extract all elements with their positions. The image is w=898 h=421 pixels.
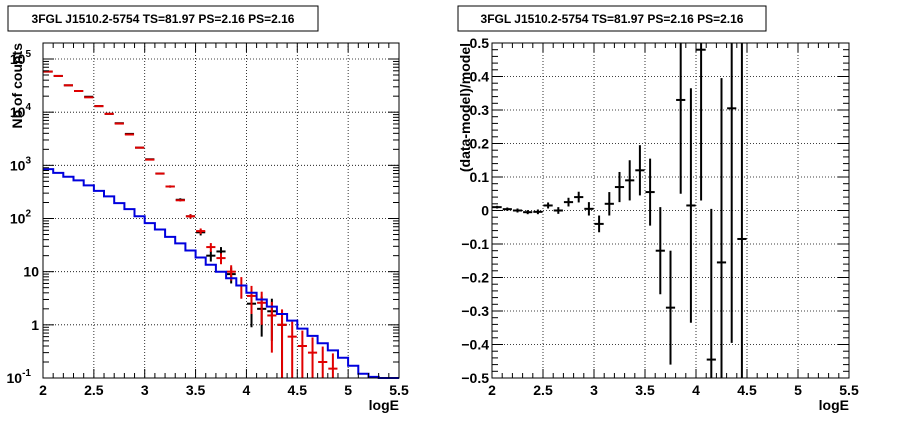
- residual-data-point: [645, 158, 655, 226]
- counts-data-point: [307, 337, 318, 378]
- residual-y-tick-label: 0.1: [470, 169, 490, 185]
- counts-x-axis-label: logE: [369, 397, 399, 413]
- counts-data-point: [277, 309, 287, 378]
- counts-y-tick-exponent: 5: [25, 49, 31, 60]
- residual-data-point: [563, 197, 574, 207]
- residual-y-axis-label: (data-model)/model: [457, 43, 473, 172]
- counts-data-point: [216, 253, 226, 265]
- counts-data-point: [318, 346, 328, 378]
- residual-x-tick-label: 4.5: [737, 382, 757, 398]
- residual-data-point: [553, 207, 563, 214]
- residual-y-tick-label: −0.3: [461, 303, 489, 319]
- residual-x-tick-label: 2: [488, 382, 496, 398]
- counts-x-tick-label: 3.5: [186, 382, 206, 398]
- residual-y-tick-label: 0: [481, 203, 489, 219]
- residual-data-point: [594, 215, 604, 233]
- counts-data-point: [287, 321, 297, 378]
- counts-y-tick-exponent: -1: [22, 368, 31, 379]
- residual-title-box: [457, 5, 767, 32]
- residual-data-point: [523, 210, 533, 215]
- residual-x-tick-label: 2.5: [533, 382, 553, 398]
- counts-y-tick-exponent: 3: [25, 155, 31, 166]
- residual-data-point: [543, 202, 553, 209]
- counts-model-step-line: [43, 168, 399, 379]
- counts-data-point: [236, 277, 246, 299]
- residual-data-point: [625, 160, 635, 201]
- counts-x-tick-label: 5.5: [389, 382, 409, 398]
- residual-x-tick-label: 4: [692, 382, 700, 398]
- counts-data-point: [297, 330, 307, 378]
- residual-axes: 2 2.5 3 3.5 4 4.5 5 5.5 0.5 0.4 0.3 0.2 0.1 0 −0.1 −0.2…: [461, 35, 859, 398]
- counts-title-box: [7, 5, 319, 32]
- residual-y-tick-label: −0.1: [461, 236, 489, 252]
- counts-data-point: [206, 243, 216, 252]
- residual-data-point: [614, 171, 625, 203]
- counts-data-point: [185, 214, 196, 219]
- counts-data-point: [206, 250, 216, 262]
- counts-x-tick-label: 3: [141, 382, 149, 398]
- residual-grid: [492, 43, 849, 378]
- counts-y-tick-label: 10: [23, 264, 39, 280]
- residual-y-tick-label: −0.2: [461, 270, 489, 286]
- residual-y-tick-label: 0.5: [470, 35, 490, 51]
- residual-x-tick-label: 5.5: [839, 382, 859, 398]
- residual-data-point: [727, 43, 737, 343]
- residual-data-point: [604, 192, 614, 216]
- counts-marks: [43, 70, 399, 379]
- residual-y-tick-label: 0.3: [470, 102, 490, 118]
- counts-y-tick-exponent: 4: [25, 102, 31, 113]
- residual-data-point: [716, 78, 727, 378]
- residual-y-tick-label: −0.5: [461, 370, 489, 386]
- counts-y-tick-exponent: 2: [25, 209, 31, 220]
- counts-title: 3FGL J1510.2-5754 TS=81.97 PS=2.16 PS=2.…: [32, 12, 295, 26]
- residual-data-point: [502, 207, 512, 211]
- counts-y-tick-label: 10-1: [7, 368, 32, 386]
- residual-data-point: [574, 191, 584, 203]
- residual-x-axis-label: logE: [819, 397, 849, 413]
- counts-data-point: [328, 353, 338, 378]
- residual-y-tick-label: 0.2: [470, 136, 490, 152]
- residual-panel: 3FGL J1510.2-5754 TS=81.97 PS=2.16 PS=2.…: [457, 5, 859, 413]
- residual-y-tick-label: 0.4: [470, 69, 490, 85]
- counts-y-axis-label: Nb of counts: [9, 43, 25, 129]
- residual-data-point: [533, 209, 543, 215]
- residual-data-point: [706, 208, 716, 378]
- counts-data-point: [196, 228, 206, 235]
- counts-x-tick-label: 2.5: [84, 382, 104, 398]
- residual-data-point: [512, 208, 523, 213]
- residual-x-tick-label: 5: [794, 382, 802, 398]
- residual-x-tick-label: 3: [590, 382, 598, 398]
- residual-data-point: [737, 43, 747, 378]
- counts-grid: [43, 43, 399, 378]
- counts-data-point: [257, 291, 267, 325]
- residual-marks: [492, 43, 747, 378]
- counts-x-tick-label: 4: [243, 382, 251, 398]
- counts-x-tick-label: 2: [39, 382, 47, 398]
- counts-data-point: [267, 301, 277, 353]
- counts-y-tick-label: 103: [10, 155, 32, 173]
- counts-y-tick-label: 1: [31, 317, 39, 333]
- counts-data-point: [246, 285, 257, 314]
- residual-data-point: [635, 145, 645, 196]
- counts-plot-frame: [42, 42, 400, 379]
- counts-panel: 3FGL J1510.2-5754 TS=81.97 PS=2.16 PS=2.…: [7, 5, 409, 413]
- residual-data-point: [655, 207, 665, 295]
- residual-x-tick-label: 3.5: [635, 382, 655, 398]
- residual-data-point: [676, 43, 686, 194]
- residual-data-point: [696, 43, 706, 201]
- residual-data-point: [665, 250, 676, 365]
- residual-data-point: [686, 88, 696, 323]
- residual-y-tick-label: −0.4: [461, 337, 489, 353]
- counts-x-tick-label: 4.5: [288, 382, 308, 398]
- counts-y-tick-label: 102: [10, 209, 32, 227]
- residual-data-point: [492, 205, 502, 209]
- counts-x-tick-label: 5: [344, 382, 352, 398]
- residual-title: 3FGL J1510.2-5754 TS=81.97 PS=2.16 PS=2.…: [481, 12, 744, 26]
- residual-data-point: [584, 202, 594, 216]
